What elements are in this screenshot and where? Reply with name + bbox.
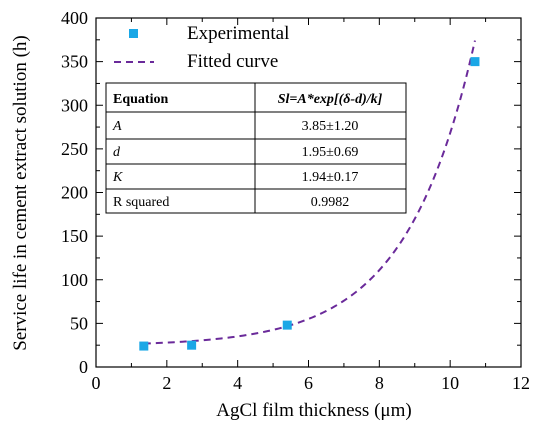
y-tick-label: 0 xyxy=(79,357,88,377)
x-tick-label: 6 xyxy=(304,373,313,393)
table-param-k: K xyxy=(112,170,123,185)
table-param-r-squared: R squared xyxy=(113,195,169,210)
legend-label-experimental: Experimental xyxy=(187,23,289,44)
axes: 0 2 4 6 8 10 12 0 50 100 150 200 250 300 350 400 xyxy=(61,8,530,393)
parameter-table: Equation Sl=A*exp[(δ-d)/k] A 3.85±1.20 d… xyxy=(105,82,407,214)
experimental-points-layer xyxy=(139,57,480,351)
y-tick-label: 250 xyxy=(61,139,88,159)
table-param-d: d xyxy=(113,145,121,160)
legend: Experimental Fitted curve xyxy=(114,23,289,72)
experimental-point xyxy=(139,341,149,351)
x-tick-label: 2 xyxy=(162,373,171,393)
x-tick-label: 4 xyxy=(233,373,242,393)
table-param-a: A xyxy=(112,119,122,134)
fitted-curve-layer xyxy=(143,40,476,345)
experimental-point xyxy=(470,57,480,67)
table-header-equation: Equation xyxy=(113,92,168,107)
x-tick-label: 10 xyxy=(441,373,459,393)
y-tick-label: 400 xyxy=(61,8,88,28)
table-value-k: 1.94±0.17 xyxy=(302,170,359,185)
legend-label-fitted: Fitted curve xyxy=(187,51,278,72)
x-tick-label: 8 xyxy=(375,373,384,393)
x-tick-label: 12 xyxy=(512,373,530,393)
legend-marker-experimental xyxy=(129,29,138,38)
table-value-d: 1.95±0.69 xyxy=(302,145,359,160)
table-header-formula: Sl=A*exp[(δ-d)/k] xyxy=(278,92,383,107)
experimental-point xyxy=(187,340,197,350)
y-tick-label: 100 xyxy=(61,270,88,290)
y-axis-label: Service life in cement extract solution … xyxy=(10,35,31,351)
fitted-curve xyxy=(143,40,476,345)
y-tick-label: 200 xyxy=(61,183,88,203)
x-tick-label: 0 xyxy=(92,373,101,393)
experimental-point xyxy=(282,320,292,330)
y-tick-label: 350 xyxy=(61,52,88,72)
y-tick-label: 50 xyxy=(70,313,88,333)
table-value-r-squared: 0.9982 xyxy=(311,195,350,210)
table-value-a: 3.85±1.20 xyxy=(302,119,359,134)
y-tick-label: 300 xyxy=(61,95,88,115)
x-axis-label: AgCl film thickness (μm) xyxy=(216,400,411,421)
y-tick-label: 150 xyxy=(61,226,88,246)
